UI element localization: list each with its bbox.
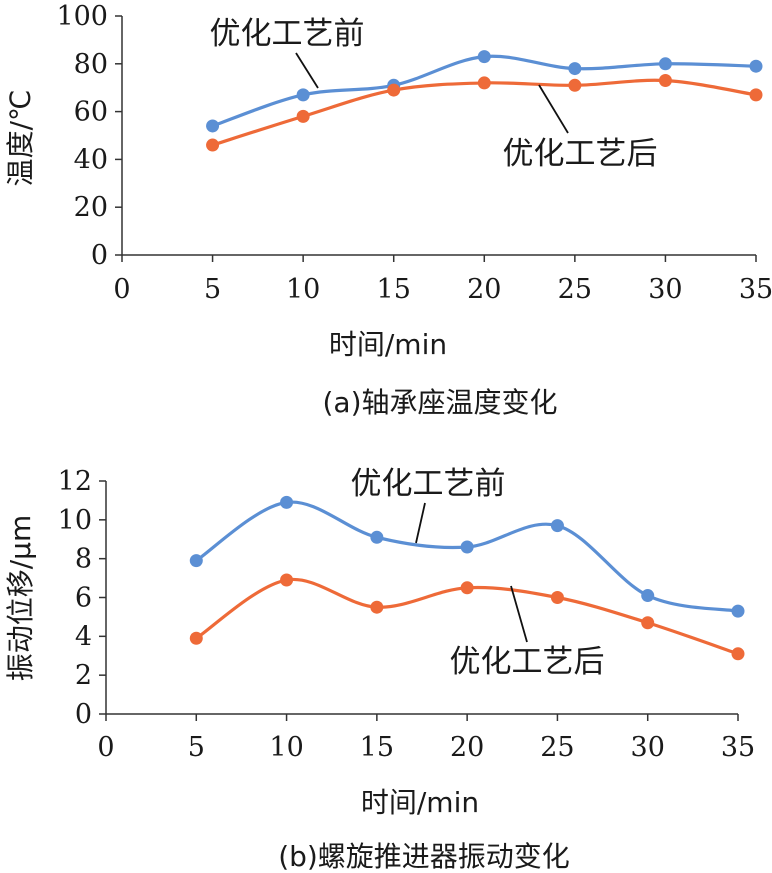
chart-a-x-axis-title: 时间/min (329, 328, 447, 361)
chart-b-x-tick-label: 20 (450, 732, 484, 763)
chart-a-series-line-before (210, 54, 758, 128)
chart-b-plot-area: 0 2 4 6 8 10 12 0 5 10 15 20 25 30 35 (58, 466, 756, 763)
chart-b-series-line-before (194, 500, 740, 613)
chart-b-point-before (189, 554, 203, 568)
chart-b-y-tick-label: 10 (58, 505, 92, 536)
chart-b-point-before (731, 604, 745, 618)
chart-b-x-tick-label: 0 (97, 732, 114, 763)
chart-a-series-line-after (210, 78, 758, 147)
chart-a-y-tick-label: 100 (56, 1, 108, 32)
chart-a-point-after (658, 74, 672, 88)
chart-a-annotation-before-leader (295, 52, 319, 89)
chart-b-point-before (550, 519, 564, 533)
chart-b-point-after (280, 573, 294, 587)
chart-a-y-axis-title: 温度/℃ (4, 90, 37, 187)
chart-a-y-tick-label: 0 (91, 240, 108, 271)
chart-b-point-after (641, 616, 655, 630)
chart-a-point-after (477, 76, 491, 90)
chart-b-point-before (370, 530, 384, 544)
chart-b-y-tick-label: 0 (75, 699, 92, 730)
chart-a-point-after (387, 83, 401, 97)
chart-b-propeller-vibration: 0 2 4 6 8 10 12 0 5 10 15 20 25 30 35 时间/min 振动位移/μm (… (4, 466, 755, 873)
chart-b-point-after (731, 647, 745, 661)
chart-a-caption: (a)轴承座温度变化 (322, 386, 557, 419)
chart-b-y-axis-title: 振动位移/μm (4, 515, 37, 682)
chart-b-point-before (280, 495, 294, 509)
chart-b-x-axis-title: 时间/min (361, 786, 479, 819)
chart-a-annotation-after: 优化工艺后 (503, 136, 658, 172)
chart-b-y-tick-label: 8 (75, 544, 92, 575)
chart-b-x-tick-label: 5 (188, 732, 205, 763)
chart-b-point-after (189, 631, 203, 645)
chart-b-y-tick-label: 6 (75, 583, 92, 614)
chart-a-x-tick-label: 10 (286, 274, 320, 305)
chart-a-point-before (568, 62, 582, 76)
chart-a-y-tick-label: 20 (74, 192, 108, 223)
chart-b-x-tick-label: 10 (269, 732, 303, 763)
chart-a-x-tick-label: 35 (739, 274, 772, 305)
chart-a-point-after (296, 109, 310, 123)
chart-a-annotation-before: 优化工艺前 (210, 16, 365, 52)
chart-b-y-tick-label: 2 (75, 660, 92, 691)
chart-b-point-after (460, 581, 474, 595)
chart-a-x-tick-label: 5 (204, 274, 221, 305)
chart-a-x-tick-label: 15 (377, 274, 411, 305)
chart-b-annotation-before: 优化工艺前 (351, 466, 506, 502)
chart-b-y-tick-label: 12 (58, 466, 92, 497)
chart-a-bearing-temperature: 0 20 40 60 80 100 0 5 10 15 20 25 30 35 时间/min 温度/℃ (… (4, 1, 772, 419)
chart-a-point-after (206, 138, 220, 152)
chart-b-annotation-after-leader (510, 585, 528, 643)
chart-a-point-after (568, 78, 582, 92)
chart-b-x-tick-label: 15 (360, 732, 394, 763)
chart-a-point-before (749, 59, 763, 73)
chart-b-caption: (b)螺旋推进器振动变化 (278, 840, 570, 873)
chart-a-y-tick-label: 80 (74, 49, 108, 80)
chart-b-point-after (370, 600, 384, 614)
chart-a-y-tick-label: 60 (74, 97, 108, 128)
chart-a-annotation-after-leader (538, 84, 569, 134)
chart-b-x-tick-label: 35 (721, 732, 755, 763)
chart-a-x-tick-label: 25 (558, 274, 592, 305)
chart-b-point-before (641, 589, 655, 603)
chart-a-x-tick-label: 30 (648, 274, 682, 305)
chart-a-point-before (206, 119, 220, 133)
chart-b-x-tick-label: 25 (540, 732, 574, 763)
chart-b-x-tick-label: 30 (631, 732, 665, 763)
chart-b-annotation-after: 优化工艺后 (450, 644, 605, 680)
chart-a-point-before (296, 88, 310, 102)
chart-a-point-after (749, 88, 763, 102)
chart-a-y-tick-label: 40 (74, 144, 108, 175)
chart-a-point-before (658, 57, 672, 71)
chart-a-x-tick-label: 0 (113, 274, 130, 305)
chart-a-point-before (477, 50, 491, 64)
chart-b-annotation-before-leader (415, 502, 426, 544)
chart-a-x-tick-label: 20 (467, 274, 501, 305)
chart-a-plot-area: 0 20 40 60 80 100 0 5 10 15 20 25 30 35 (56, 1, 772, 305)
chart-b-y-tick-label: 4 (75, 621, 92, 652)
chart-b-point-after (550, 591, 564, 604)
chart-b-point-before (460, 540, 474, 554)
